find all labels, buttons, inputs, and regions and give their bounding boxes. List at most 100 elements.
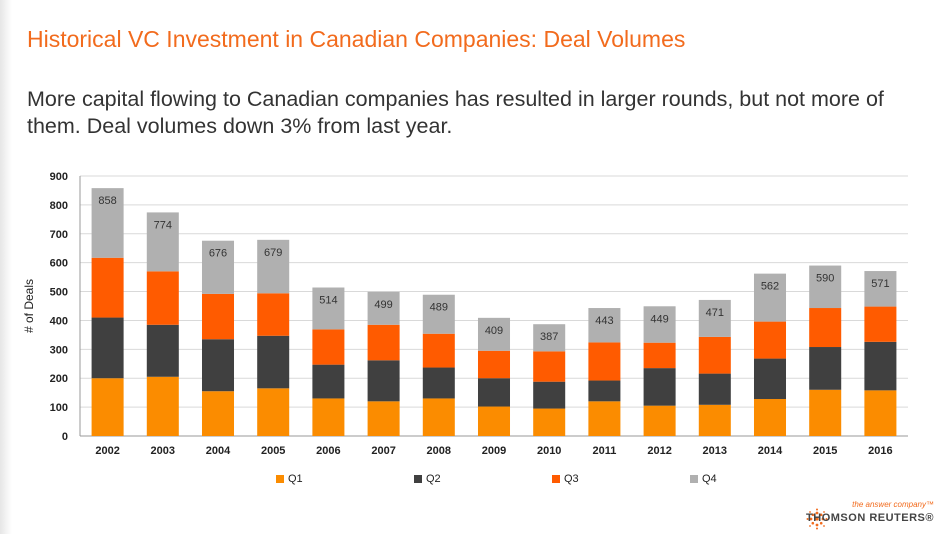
bar-segment-q4	[146, 212, 179, 272]
bar-segment-q1	[257, 388, 290, 436]
bar-segment-q2	[422, 367, 455, 399]
bar-segment-q2	[588, 380, 621, 402]
bar-segment-q4	[533, 324, 566, 352]
data-label-total: 679	[264, 247, 282, 259]
x-tick-label: 2016	[868, 445, 892, 457]
x-tick-label: 2015	[813, 445, 837, 457]
data-label-total: 489	[430, 302, 448, 314]
bar-segment-q1	[201, 391, 235, 436]
legend-swatch	[552, 475, 560, 483]
bar-segment-q2	[91, 317, 124, 379]
bar-segment-q3	[809, 308, 842, 348]
logo-tagline: the answer company™	[852, 500, 934, 509]
page-title: Historical VC Investment in Canadian Com…	[27, 26, 686, 52]
x-tick-label: 2005	[261, 445, 285, 457]
legend-label: Q4	[702, 473, 717, 485]
x-tick-label: 2009	[482, 445, 506, 457]
y-tick-label: 0	[62, 431, 68, 443]
bar-segment-q4	[588, 308, 621, 343]
x-tick-label: 2004	[206, 445, 231, 457]
legend-label: Q3	[564, 473, 579, 485]
bar-segment-q1	[753, 399, 787, 436]
bar-segment-q1	[588, 401, 621, 436]
x-tick-label: 2011	[592, 445, 616, 457]
bar-segment-q1	[533, 408, 566, 436]
bar-segment-q1	[864, 390, 897, 436]
data-label-total: 774	[154, 219, 172, 231]
legend-label: Q2	[426, 473, 441, 485]
legend-label: Q1	[288, 473, 303, 485]
data-label-total: 514	[319, 295, 337, 307]
legend-item-q2: Q2	[414, 472, 441, 486]
legend-swatch	[414, 475, 422, 483]
bar-segment-q3	[698, 336, 731, 374]
bar-segment-q3	[367, 324, 400, 361]
x-tick-label: 2010	[537, 445, 561, 457]
bar-segment-q2	[312, 364, 345, 399]
bar-segment-q2	[698, 373, 731, 405]
bar-segment-q4	[698, 299, 731, 337]
bar-segment-q4	[257, 239, 290, 294]
bar-segment-q1	[367, 401, 400, 436]
legend-item-q3: Q3	[552, 472, 579, 486]
bar-segment-q1	[643, 405, 676, 436]
x-tick-label: 2002	[95, 445, 119, 457]
y-tick-label: 200	[50, 373, 68, 385]
bar-segment-q1	[312, 398, 345, 436]
bar-segment-q4	[201, 240, 235, 294]
legend-item-q1: Q1	[276, 472, 303, 486]
bar-segment-q3	[477, 350, 511, 379]
thomson-reuters-dot-globe-icon	[806, 508, 828, 530]
bar-segment-q3	[312, 329, 345, 365]
bar-segment-q2	[753, 358, 787, 400]
bar-segment-q2	[201, 339, 235, 392]
legend-swatch	[276, 475, 284, 483]
bar-segment-q4	[422, 294, 455, 334]
bar-segment-q2	[864, 341, 897, 391]
data-label-total: 499	[374, 299, 392, 311]
data-label-total: 590	[816, 273, 834, 285]
bar-segment-q2	[367, 360, 400, 402]
data-label-total: 858	[98, 195, 116, 207]
bar-segment-q4	[477, 317, 511, 351]
bar-segment-q2	[146, 324, 179, 377]
bar-segment-q1	[91, 378, 124, 436]
bar-segment-q4	[91, 188, 124, 258]
x-tick-label: 2003	[151, 445, 175, 457]
y-tick-label: 600	[50, 258, 68, 270]
x-tick-label: 2007	[371, 445, 395, 457]
bar-segment-q4	[809, 265, 842, 309]
bar-segment-q1	[422, 398, 455, 436]
bar-segment-q2	[477, 378, 511, 407]
bar-segment-q3	[588, 342, 621, 381]
bar-segment-q1	[698, 404, 731, 436]
x-tick-label: 2014	[758, 445, 783, 457]
data-label-total: 409	[485, 325, 503, 337]
bar-segment-q3	[753, 321, 787, 359]
x-tick-label: 2006	[316, 445, 340, 457]
bar-segment-q4	[864, 271, 897, 307]
y-tick-label: 800	[50, 200, 68, 212]
y-tick-label: 900	[50, 171, 68, 183]
data-label-total: 449	[650, 313, 668, 325]
x-tick-label: 2013	[703, 445, 727, 457]
x-tick-label: 2012	[647, 445, 671, 457]
chart-legend: Q1 Q2 Q3 Q4	[0, 472, 948, 486]
y-axis-label: # of Deals	[22, 279, 36, 333]
y-tick-label: 100	[50, 402, 68, 414]
data-label-total: 387	[540, 331, 558, 343]
logo-name: THOMSON REUTERS®	[806, 512, 934, 524]
data-label-total: 443	[595, 315, 613, 327]
x-tick-label: 2008	[427, 445, 451, 457]
legend-swatch	[690, 475, 698, 483]
bar-segment-q1	[809, 389, 842, 436]
bar-segment-q4	[753, 273, 787, 322]
bar-segment-q4	[643, 306, 676, 343]
page-subtitle: More capital flowing to Canadian compani…	[27, 87, 884, 138]
data-label-total: 571	[871, 278, 889, 290]
y-tick-label: 300	[50, 344, 68, 356]
bar-segment-q3	[422, 333, 455, 368]
bar-segment-q4	[367, 291, 400, 325]
bar-segment-q3	[643, 342, 676, 369]
